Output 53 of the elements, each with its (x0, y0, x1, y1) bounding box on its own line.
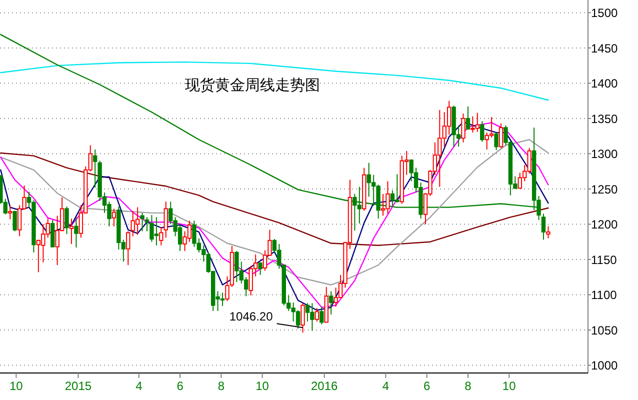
y-tick-label: 1300 (591, 147, 618, 162)
candlestick (92, 148, 98, 188)
x-tick-label: 8 (464, 379, 472, 393)
x-tick-label: 8 (218, 379, 225, 393)
candlestick (461, 113, 466, 143)
y-tick-label: 1100 (591, 288, 618, 302)
candlestick (466, 106, 470, 130)
candlestick (126, 230, 130, 266)
candlestick (159, 226, 164, 246)
candlestick (64, 206, 69, 235)
candlestick (446, 100, 452, 136)
candlestick (546, 226, 550, 239)
y-tick-label: 1250 (591, 182, 618, 196)
x-tick-label: 6 (423, 379, 430, 393)
candlestick (140, 212, 144, 232)
candlestick (480, 120, 484, 142)
y-tick-label: 1050 (591, 323, 618, 338)
candlestick (112, 208, 116, 227)
x-tick-label: 10 (10, 379, 24, 393)
y-tick-label: 1500 (591, 6, 618, 20)
candlestick (498, 122, 504, 149)
candlestick (320, 306, 324, 325)
x-tick-label: 4 (136, 379, 143, 393)
x-tick-label: 6 (176, 379, 184, 393)
y-tick-label: 1200 (591, 218, 618, 232)
candlestick (12, 210, 17, 232)
candlestick (314, 308, 320, 322)
y-tick-label: 1000 (591, 358, 618, 373)
line-series (0, 61, 549, 101)
candlestick (69, 218, 74, 244)
y-tick-label: 1350 (591, 112, 618, 126)
y-tick-label: 1400 (591, 76, 618, 91)
x-tick-label: 2016 (310, 379, 338, 393)
candlestick (328, 290, 334, 315)
line-series (0, 152, 549, 246)
candlestick (489, 116, 494, 138)
candlestick (494, 132, 498, 151)
x-tick-label: 4 (382, 379, 390, 393)
y-tick-label: 1450 (591, 41, 618, 56)
candlestick (258, 262, 262, 276)
candlestick (50, 219, 55, 248)
candlestick (164, 201, 168, 238)
y-tick-label: 1150 (591, 252, 618, 267)
candlestick (300, 302, 305, 334)
x-tick-label: 10 (256, 379, 270, 393)
x-tick-label: 2015 (64, 379, 92, 393)
text: 现货黄金周线走势图 (185, 77, 320, 94)
candlestick (144, 216, 150, 232)
candlestick (541, 213, 546, 240)
candlestick (74, 216, 78, 248)
candlestick (8, 204, 12, 220)
x-tick-label: 10 (502, 379, 516, 393)
annotation: 1046.20 (229, 310, 274, 324)
